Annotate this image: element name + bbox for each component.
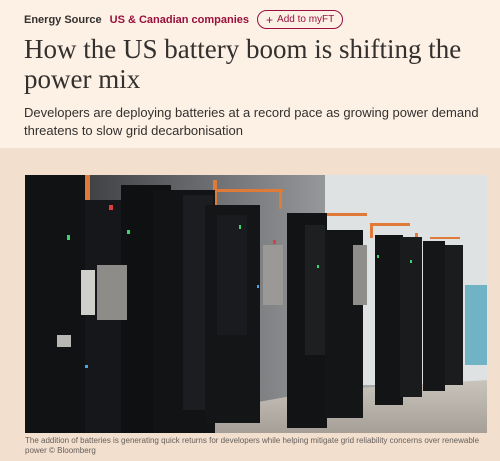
article-standfirst: Developers are deploying batteries at a … xyxy=(24,105,479,138)
add-to-myft-button[interactable]: + Add to myFT xyxy=(257,10,344,29)
topic-link[interactable]: US & Canadian companies xyxy=(109,13,250,26)
series-label[interactable]: Energy Source xyxy=(24,13,102,26)
battery-storage-photo xyxy=(25,175,487,433)
article-topline: Energy Source US & Canadian companies + … xyxy=(24,10,344,29)
image-caption: The addition of batteries is generating … xyxy=(25,436,480,455)
plus-icon: + xyxy=(266,12,274,27)
add-to-myft-label: Add to myFT xyxy=(277,14,335,25)
article-headline: How the US battery boom is shifting the … xyxy=(24,34,462,94)
